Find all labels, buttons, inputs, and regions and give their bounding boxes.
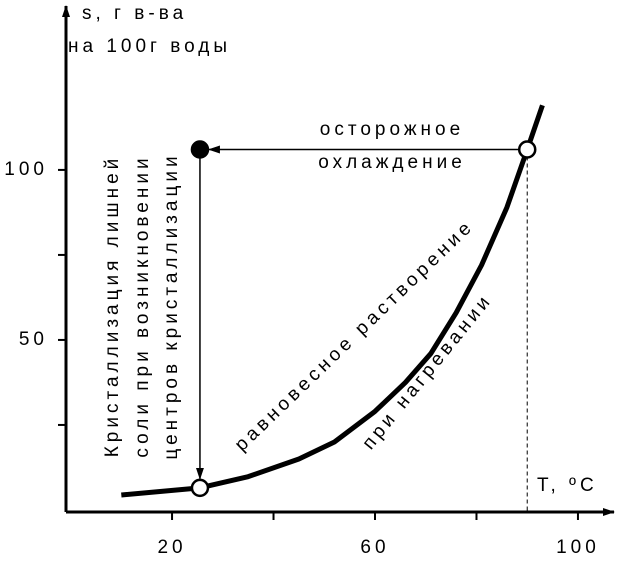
point — [190, 140, 210, 159]
x-tick-label: 100 — [556, 537, 600, 558]
annotation: центров кристаллизации — [161, 152, 182, 459]
y-tick-label: 100 — [4, 159, 48, 180]
annotation: осторожное — [320, 119, 464, 140]
annotation: Кристаллизация лишней — [102, 155, 123, 458]
annotation: охлаждение — [318, 152, 466, 173]
y-axis-label: на 100г воды — [68, 36, 231, 57]
point — [517, 140, 537, 159]
annotation: соли при возникновении — [132, 154, 153, 457]
x-axis-label: T, ºC — [537, 475, 598, 496]
y-axis-label: s, г в-ва — [82, 3, 187, 24]
curve — [121, 104, 545, 498]
point — [190, 478, 210, 498]
x-tick-label: 60 — [360, 537, 389, 558]
y-tick-label: 50 — [19, 329, 48, 350]
x-tick-label: 20 — [157, 537, 186, 558]
